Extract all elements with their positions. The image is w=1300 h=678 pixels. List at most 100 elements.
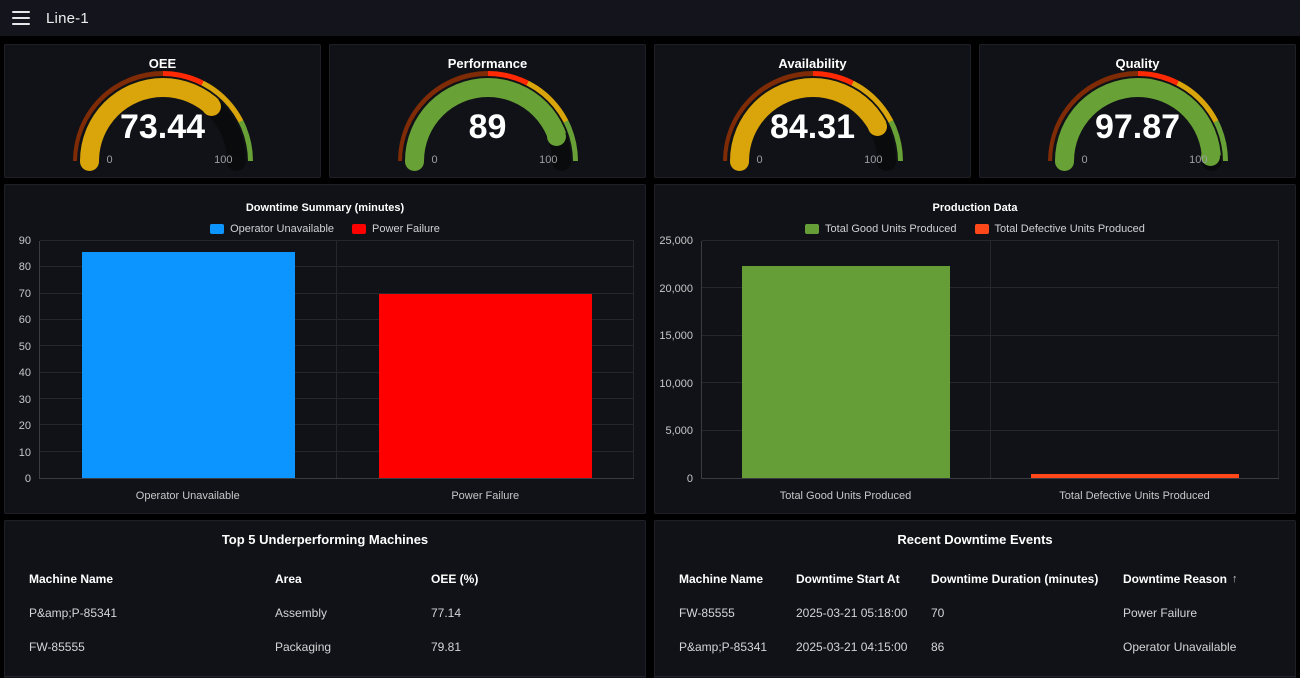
gridline (40, 424, 634, 426)
y-axis-tick-label: 0 (686, 473, 693, 485)
column-header[interactable]: Area (275, 562, 431, 596)
gauge-arc-cap (226, 151, 246, 171)
gauge-arc-cap (729, 151, 749, 171)
gridline (40, 319, 634, 321)
menu-icon[interactable] (12, 11, 30, 25)
y-axis-tick-label: 60 (18, 314, 31, 327)
column-header-label: Area (275, 572, 302, 586)
table-row: P&amp;P-85341 Assembly 77.14 (5, 596, 645, 630)
legend-swatch-icon (805, 224, 820, 234)
table-header-row: Machine Name Area OEE (%) (5, 562, 645, 596)
machines-table: Machine Name Area OEE (%) P&amp;P-85341 Asse… (5, 562, 645, 664)
downtime-events-table: Machine Name Downtime Start At Downtime Du… (655, 562, 1295, 664)
gauge-min-label: 0 (431, 154, 438, 166)
chart-title: Downtime Summary (minutes) (245, 202, 405, 214)
table-cell: Packaging (275, 640, 332, 654)
column-header-label: Downtime Start At (796, 572, 900, 586)
y-axis-tick-label: 40 (18, 367, 31, 380)
panel-availability: Availability 84.31 0 100 (654, 44, 971, 178)
gridline (336, 241, 337, 478)
gridline (40, 398, 634, 400)
quality-gauge: 97.87 0 100 (1047, 69, 1228, 171)
x-axis-category-label: Operator Unavailable (135, 490, 240, 502)
y-axis-tick-label: 20 (18, 420, 31, 433)
gauge-wrap: 84.31 0 100 (655, 69, 970, 171)
gridline (40, 345, 634, 347)
column-header[interactable]: Downtime Reason ↑ (1123, 562, 1279, 596)
table-cell: 77.14 (431, 606, 462, 620)
y-axis-tick-label: 15,000 (659, 330, 693, 343)
panel-oee: OEE 73.44 0 100 (4, 44, 321, 178)
table-header-row: Machine Name Downtime Start At Downtime Du… (655, 562, 1295, 596)
plot-area (39, 240, 634, 479)
y-axis-tick-label: 70 (18, 287, 31, 300)
y-axis-labels: 0 10 20 30 40 50 60 70 80 90 (5, 235, 39, 485)
column-header-label: Machine Name (679, 572, 764, 586)
bar (378, 293, 593, 478)
column-header[interactable]: Downtime Duration (minutes) (931, 562, 1123, 596)
legend-item[interactable]: Operator Unavailable (210, 223, 334, 235)
gauge-min-label: 0 (1081, 154, 1088, 166)
gauge-arc-layers (1047, 69, 1228, 161)
gauge-wrap: 89 0 100 (330, 69, 645, 171)
gauge-arc-cap (547, 126, 567, 146)
y-axis-tick-label: 30 (18, 393, 31, 406)
gridline (702, 240, 1279, 241)
column-header-label: Downtime Reason (1123, 572, 1228, 586)
table-row: FW-85555 Packaging 79.81 (5, 630, 645, 664)
gridline (702, 382, 1279, 384)
chart-area (701, 240, 1279, 479)
table-cell: Power Failure (1123, 606, 1198, 620)
table-cell: P&amp;P-85341 (679, 640, 768, 654)
gauge-min-label: 0 (106, 154, 113, 166)
table-title: Recent Downtime Events (897, 532, 1053, 547)
y-axis-tick-label: 20,000 (659, 282, 693, 295)
y-axis-tick-label: 10,000 (659, 377, 693, 390)
gauge-arc-cap (551, 151, 571, 171)
legend-item[interactable]: Power Failure (352, 223, 440, 235)
panel-recent-downtime-events: Recent Downtime Events Machine Name Downt… (654, 520, 1296, 678)
chart-legend: Total Good Units Produced Total Defective… (655, 222, 1295, 236)
column-header[interactable]: Downtime Start At (796, 562, 931, 596)
legend-label: Total Defective Units Produced (994, 223, 1145, 235)
legend-label: Total Good Units Produced (825, 223, 957, 235)
legend-item[interactable]: Total Defective Units Produced (974, 223, 1145, 235)
gauge-arc-cap (876, 151, 896, 171)
gauge-arc-cap (202, 97, 222, 117)
panel-performance: Performance 89 0 100 (329, 44, 646, 178)
bar (742, 265, 951, 478)
gauge-max-label: 100 (864, 154, 883, 166)
x-axis-labels: Operator Unavailable Power Failure (39, 490, 634, 503)
gauge-arc-layers (397, 69, 578, 161)
table-footer (655, 676, 1295, 678)
table-cell: FW-85555 (29, 640, 85, 654)
legend-swatch-icon (210, 224, 225, 234)
y-axis-tick-label: 5,000 (665, 425, 693, 438)
table-cell: 2025-03-21 05:18:00 (796, 606, 908, 620)
chart-area (39, 240, 634, 479)
legend-item[interactable]: Total Good Units Produced (805, 223, 957, 235)
gridline (633, 241, 634, 478)
y-axis-tick-label: 50 (18, 340, 31, 353)
gridline (40, 266, 634, 268)
column-header[interactable]: Machine Name (679, 562, 796, 596)
x-axis-category-label: Power Failure (451, 490, 520, 502)
gauge-arc-cap (1201, 146, 1221, 166)
table-footer (5, 676, 645, 678)
plot-area (701, 240, 1279, 479)
x-axis-category-label: Total Good Units Produced (779, 490, 912, 502)
dashboard-title: Line-1 (46, 9, 89, 27)
gauge-arc-cap (79, 151, 99, 171)
table-cell: P&amp;P-85341 (29, 606, 118, 620)
column-header[interactable]: OEE (%) (431, 562, 629, 596)
gauge-value: 73.44 (119, 108, 206, 146)
gauge-wrap: 73.44 0 100 (5, 69, 320, 171)
legend-label: Power Failure (372, 223, 440, 235)
column-header[interactable]: Machine Name (29, 562, 275, 596)
table-row: FW-85555 2025-03-21 05:18:00 70 Power Failu… (655, 596, 1295, 630)
column-header-label: Downtime Duration (minutes) (931, 572, 1099, 586)
panel-production-data: Production Data Total Good Units Produce… (654, 184, 1296, 514)
gridline (1278, 241, 1279, 478)
column-header-label: Machine Name (29, 572, 114, 586)
